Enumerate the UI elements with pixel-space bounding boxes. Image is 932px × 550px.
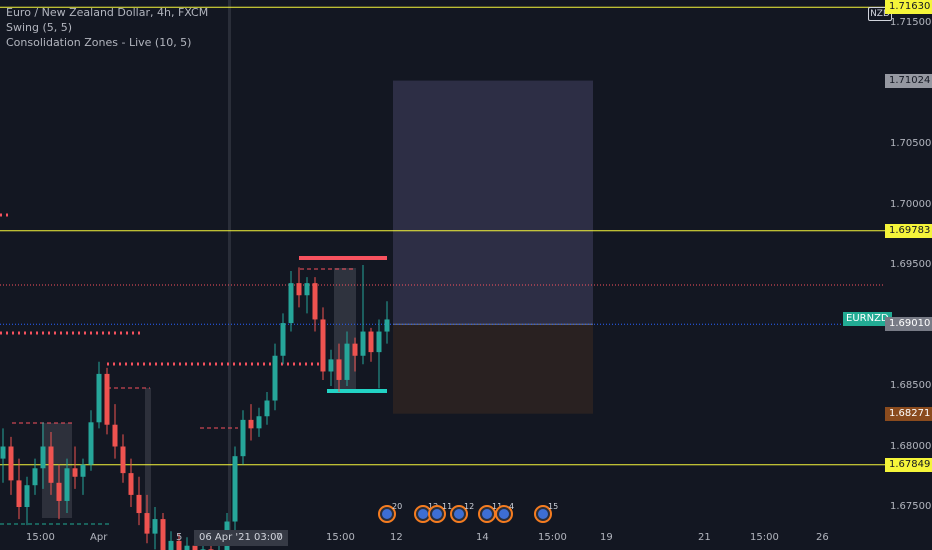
candle-body [376,331,382,353]
economic-event-icon[interactable]: 11 [428,502,452,523]
candle-body [88,422,94,465]
candle-body [144,513,150,534]
price-tick-label: 1.70500 [890,138,932,149]
candle-body [240,419,246,457]
candle-body [280,323,286,356]
price-label: 1.69783 [885,223,932,238]
candle-body [24,485,30,507]
candle-body [184,545,190,550]
price-tick-label: 1.71500 [890,17,932,28]
stop-zone [393,324,593,414]
candle-body [16,480,22,507]
candle-body [48,446,54,483]
candle-body [0,446,6,459]
time-tick-label: 15:00 [26,532,55,543]
indicator-swing[interactable]: Swing (5, 5) [6,21,73,34]
candle-body [160,519,166,550]
candle-body [40,446,46,469]
candle-body [328,359,334,372]
crosshair-line [228,0,231,530]
economic-event-icon[interactable]: 4 [495,502,514,523]
price-label: 1.69010 [885,317,932,332]
economic-event-icon[interactable]: 20 [378,502,402,523]
price-tick-label: 1.70000 [890,198,932,210]
candle-body [248,419,254,429]
consolidation-zone [145,388,151,528]
target-zone [393,80,593,325]
indicator-consolidation[interactable]: Consolidation Zones - Live (10, 5) [6,36,192,49]
candle-body [32,468,38,486]
crosshair-time-label: 06 Apr '21 03:00 [194,530,288,546]
candle-body [176,540,182,550]
candle-body [192,545,198,550]
candle-body [56,482,62,501]
candle-body [384,319,390,332]
candle-body [112,424,118,447]
symbol-title[interactable]: Euro / New Zealand Dollar, 4h, FXCM [6,6,209,19]
economic-event-icon[interactable]: 11 [478,502,502,523]
candle-body [128,473,134,495]
candle-body [296,283,302,296]
candle-body [168,540,174,550]
candle-body [344,343,350,380]
candle-body [304,283,310,296]
candle-body [336,359,342,380]
candle-body [360,331,366,356]
candle-body [312,283,318,320]
time-tick-label: 12 [390,532,403,543]
economic-event-icon[interactable]: 15 [534,502,558,523]
candle-body [352,343,358,356]
candle-body [80,464,86,477]
time-tick-label: 15:00 [750,532,779,543]
candle-body [96,373,102,423]
time-tick-label: 5 [176,532,183,543]
time-tick-label: 7 [276,532,283,543]
time-tick-label: 19 [600,532,613,543]
candle-body [72,468,78,477]
economic-event-icon[interactable]: 12 [450,502,474,523]
candle-body [120,446,126,474]
price-tick-label: 1.67500 [890,501,932,512]
candle-body [104,373,110,425]
time-tick-label: 26 [816,532,829,543]
candle-body [320,319,326,372]
candle-body [64,468,70,501]
price-label: 1.67849 [885,457,932,472]
time-tick-label: 21 [698,532,711,543]
candle-body [8,446,14,481]
time-tick-label: 15:00 [538,532,567,543]
time-tick-label: 15:00 [326,532,355,543]
candle-body [264,400,270,417]
candle-body [368,331,374,353]
candle-body [232,456,238,522]
symbol-badge: EURNZD [843,312,892,326]
candle-body [288,283,294,324]
time-tick-label: Apr [90,532,108,543]
candle-body [272,355,278,401]
price-tick-label: 1.68500 [890,380,932,391]
price-tick-label: 1.69500 [890,259,932,270]
price-label: 1.71024 [885,73,932,88]
time-tick-label: 14 [476,532,489,543]
candle-body [136,494,142,514]
price-tick-label: 1.68000 [890,440,932,452]
candle-body [152,519,158,534]
candle-body [256,416,262,429]
price-label: 1.71630 [885,0,932,15]
price-label: 1.68271 [885,406,932,421]
